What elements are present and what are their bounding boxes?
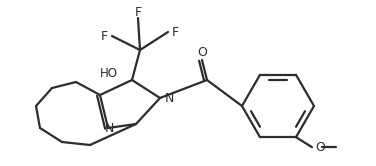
Text: O: O [197, 45, 207, 58]
Text: N: N [104, 122, 114, 134]
Text: N: N [165, 91, 174, 105]
Text: F: F [135, 5, 141, 18]
Text: F: F [172, 26, 179, 39]
Text: HO: HO [100, 67, 118, 80]
Text: F: F [101, 30, 108, 42]
Text: O: O [315, 141, 325, 154]
